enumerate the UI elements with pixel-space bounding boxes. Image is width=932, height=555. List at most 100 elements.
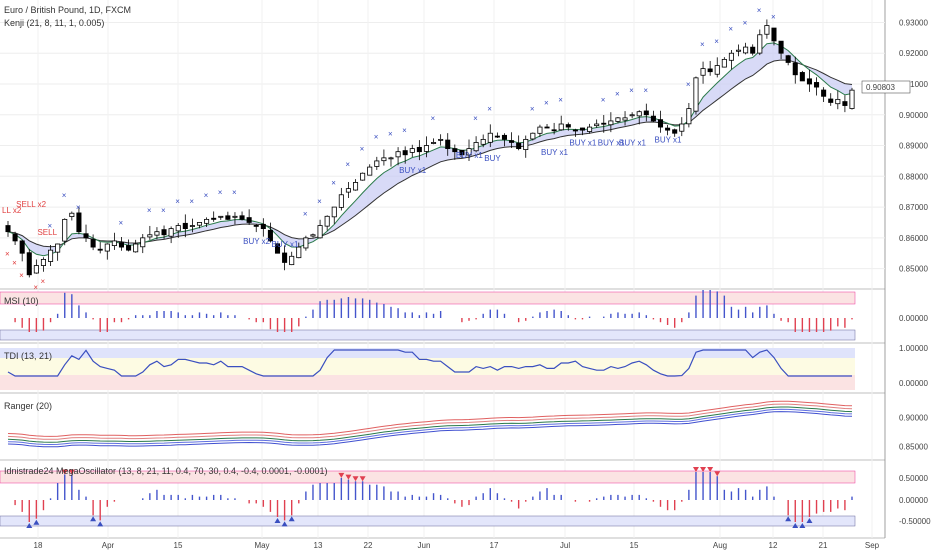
candle-body xyxy=(728,52,734,61)
mega-buy-arrow xyxy=(281,521,288,527)
msi-pane[interactable]: 0.00000 xyxy=(0,290,928,341)
candle-body xyxy=(657,119,664,128)
candle-body xyxy=(544,126,550,129)
sell-marker: × xyxy=(19,271,24,280)
tdi-pane[interactable]: 1.00000 0.00000 xyxy=(0,344,928,390)
candle-body xyxy=(104,243,110,252)
candle-body xyxy=(253,224,259,227)
signal-label: BUY xyxy=(484,154,501,163)
candle-body xyxy=(686,108,692,125)
buy-marker: × xyxy=(303,209,308,218)
candle-body xyxy=(828,98,834,103)
candle-body xyxy=(26,252,32,276)
mega-sell-arrow xyxy=(352,476,359,482)
candle-body xyxy=(452,148,458,153)
candle-body xyxy=(111,240,117,247)
last-price-value: 0.90803 xyxy=(866,83,895,92)
time-axis[interactable]: 18 Apr 15 May 13 22 Jun 17 Jul 15 Aug 12 21 Sep xyxy=(34,541,880,550)
candle-body xyxy=(126,245,132,251)
candle-body xyxy=(260,223,266,230)
ranger-upper-1 xyxy=(7,403,853,440)
candle-body xyxy=(494,135,500,138)
buy-marker: × xyxy=(331,179,336,188)
buy-marker: × xyxy=(76,203,81,212)
time-tick-label: 21 xyxy=(819,541,828,550)
candle-body xyxy=(225,215,231,220)
candle-body xyxy=(204,218,210,224)
candle-body xyxy=(516,142,522,150)
candle-body xyxy=(735,49,742,52)
buy-marker: × xyxy=(615,89,620,98)
candle-body xyxy=(792,62,798,76)
mega-buy-arrow xyxy=(97,521,104,527)
candle-body xyxy=(438,138,444,141)
candle-body xyxy=(707,68,713,73)
price-tick-label: 0.86000 xyxy=(899,234,928,243)
candle-body xyxy=(62,218,68,242)
slow-ma-line xyxy=(7,59,853,248)
candle-body xyxy=(558,123,564,131)
ranger-tick: 0.85000 xyxy=(899,442,928,451)
mega-sell-arrow xyxy=(714,471,721,477)
candle-body xyxy=(629,114,635,117)
ranger-lower-2 xyxy=(7,411,853,448)
mega-tick: 0.50000 xyxy=(899,474,928,483)
mega-sell-arrow xyxy=(707,467,714,472)
price-pane[interactable]: × × × × × × × × × × × × × × × × × × × × × × × × × × × × × × × × × × × × × × × ×… xyxy=(2,6,855,301)
candle-body xyxy=(388,157,394,160)
candle-body xyxy=(459,149,465,156)
mega-lower-zone xyxy=(0,515,856,527)
candle-body xyxy=(161,229,167,236)
candle-body xyxy=(821,89,827,97)
ranger-pane[interactable]: 0.90000 0.85000 xyxy=(7,400,928,451)
time-tick-label: Apr xyxy=(102,541,115,550)
candle-body xyxy=(296,246,302,259)
buy-marker: × xyxy=(62,191,67,200)
time-tick-label: 15 xyxy=(630,541,639,550)
time-tick-label: May xyxy=(254,541,269,550)
time-tick-label: Jun xyxy=(418,541,431,550)
signal-label: BUY x1 xyxy=(655,135,683,144)
ranger-mid xyxy=(7,406,853,443)
candle-body xyxy=(473,142,479,152)
buy-marker: × xyxy=(431,114,436,123)
candle-body xyxy=(303,237,309,249)
price-axis[interactable]: 0.85000 0.86000 0.87000 0.88000 0.89000 0.900… xyxy=(899,18,928,273)
ranger-lower-1 xyxy=(7,408,853,446)
msi-tick: 0.00000 xyxy=(899,314,928,323)
msi-upper-zone xyxy=(0,291,856,305)
buy-marker: × xyxy=(700,40,705,49)
candle-body xyxy=(636,111,642,117)
buy-marker: × xyxy=(402,126,407,135)
tdi-label: TDI (13, 21) xyxy=(4,351,52,361)
time-tick-label: 12 xyxy=(769,541,778,550)
price-tick-label: 0.88000 xyxy=(899,172,928,181)
buy-marker: × xyxy=(345,160,350,169)
mega-label: Idnistrade24 MegaOscillator (13, 8, 21, … xyxy=(4,466,328,476)
candle-body xyxy=(338,194,344,208)
candle-body xyxy=(842,101,848,106)
mega-buy-arrow xyxy=(90,516,97,522)
last-price-badge xyxy=(861,80,911,94)
buy-marker: × xyxy=(743,19,748,28)
candle-body xyxy=(353,182,359,191)
signal-label: BUY x1 xyxy=(399,166,427,175)
candle-body xyxy=(317,225,323,239)
candle-body xyxy=(594,123,600,127)
candle-body xyxy=(750,46,756,54)
mega-pane[interactable]: 0.50000 0.00000 -0.50000 xyxy=(0,467,931,528)
signal-label: BUY x1 xyxy=(569,139,597,148)
indicator-title: Kenji (21, 8, 11, 1, 0.005) xyxy=(4,18,104,28)
tdi-mid-zone xyxy=(0,358,855,375)
fast-ma-line xyxy=(7,42,853,257)
candle-body xyxy=(757,34,763,54)
candle-body xyxy=(324,215,330,227)
candle-body xyxy=(537,126,543,134)
buy-marker: × xyxy=(161,206,166,215)
candle-body xyxy=(806,78,812,85)
mega-buy-arrow xyxy=(33,519,40,525)
candle-body xyxy=(76,212,82,233)
buy-marker: × xyxy=(714,37,719,46)
